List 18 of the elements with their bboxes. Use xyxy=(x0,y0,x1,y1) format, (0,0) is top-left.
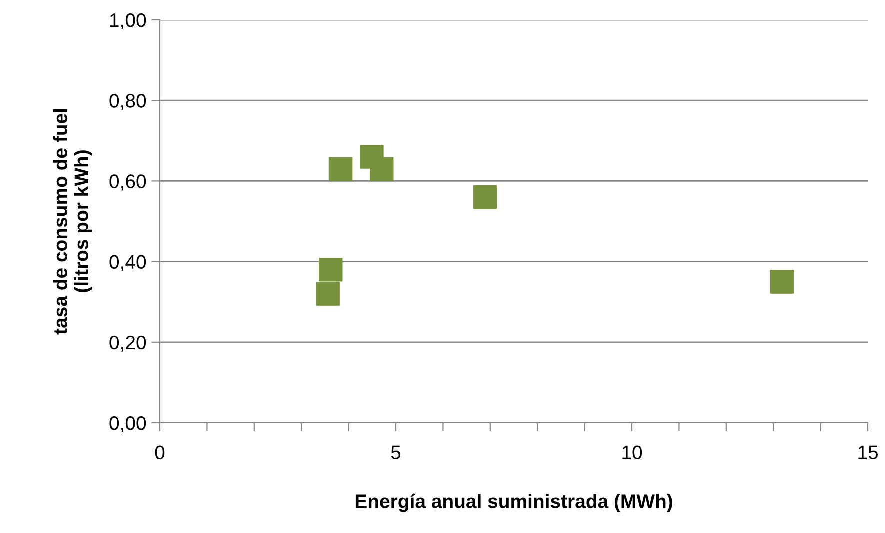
point xyxy=(770,270,794,294)
point xyxy=(473,185,498,210)
y-axis-title: tasa de consumo de fuel (litros por kWh) xyxy=(53,109,92,335)
y-tick-label: 0,60 xyxy=(110,174,146,191)
y-tick-label: 1,00 xyxy=(110,13,146,30)
point xyxy=(318,258,343,282)
x-tick-label: 10 xyxy=(622,446,642,460)
x-tick-label: 5 xyxy=(391,446,401,460)
y-tick-label: 0,20 xyxy=(110,336,146,352)
x-tick-label: 15 xyxy=(858,446,878,460)
x-tick-label: 0 xyxy=(155,446,165,460)
point xyxy=(370,157,394,181)
point xyxy=(316,282,340,306)
y-tick-label: 0,40 xyxy=(110,255,146,272)
x-axis-title: Energía anual suministrada (MWh) xyxy=(356,494,672,512)
y-tick-label: 0,00 xyxy=(110,416,146,433)
point xyxy=(328,157,353,181)
y-tick-label: 0,80 xyxy=(110,94,146,110)
